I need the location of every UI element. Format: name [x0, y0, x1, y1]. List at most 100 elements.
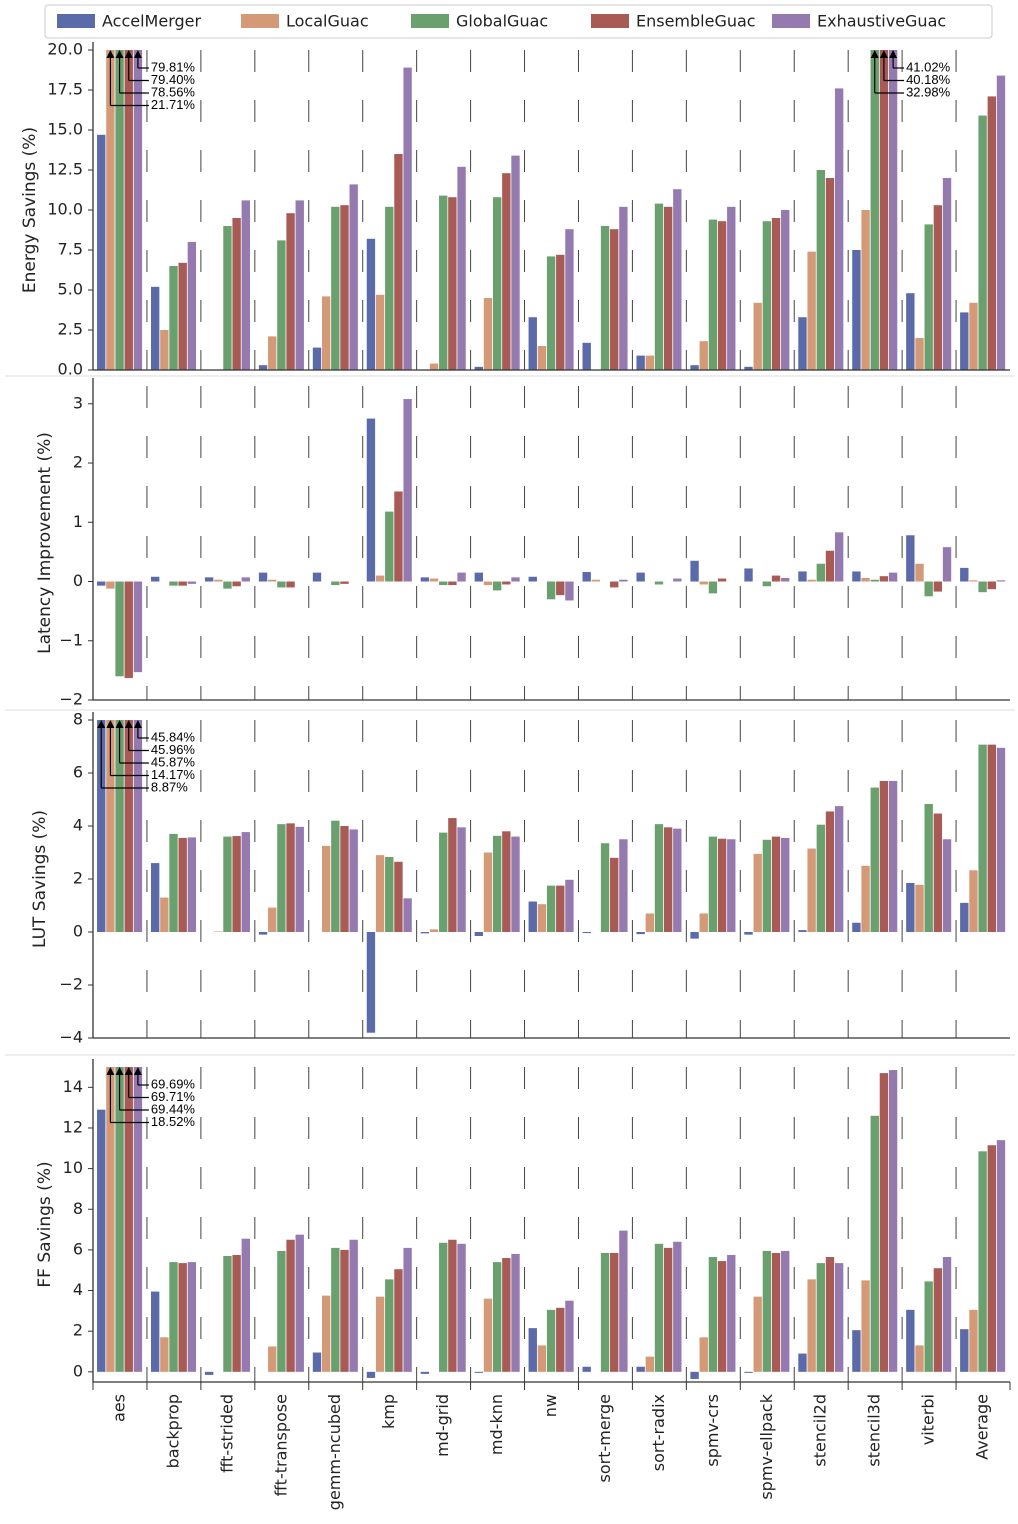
y-axis-label: FF Savings (%) — [35, 1161, 55, 1287]
bar — [349, 829, 358, 932]
bar — [996, 580, 1006, 582]
bar — [385, 511, 394, 582]
bar — [960, 902, 969, 932]
bar — [565, 581, 574, 601]
bar — [439, 1242, 448, 1372]
bar — [340, 581, 349, 584]
y-tick-label: 15.0 — [47, 120, 83, 139]
bar — [394, 154, 403, 370]
bar — [645, 1356, 654, 1372]
bar — [565, 879, 574, 932]
bar — [366, 238, 376, 370]
bar — [762, 839, 772, 932]
bar — [978, 115, 987, 370]
y-tick-label: −1 — [59, 630, 83, 649]
bar — [654, 203, 664, 370]
bar — [277, 240, 286, 370]
bar — [978, 1151, 987, 1372]
bar — [924, 804, 933, 932]
annotation-label: 40.18% — [906, 72, 951, 87]
bar — [619, 1230, 628, 1372]
x-tick-label: spmv-ellpack — [757, 1393, 776, 1499]
bar — [708, 1257, 718, 1372]
x-tick-label: fft-transpose — [271, 1394, 290, 1496]
bar — [448, 1239, 457, 1372]
bar — [582, 932, 591, 934]
annotation-label: 45.87% — [151, 754, 196, 769]
bar — [429, 929, 439, 932]
bar — [295, 1234, 304, 1372]
bar — [160, 1337, 169, 1372]
bar — [987, 96, 996, 370]
bar — [933, 813, 943, 932]
bar — [879, 780, 889, 932]
bar — [645, 913, 654, 932]
bar — [169, 581, 178, 586]
legend-swatch — [772, 14, 810, 28]
bar — [727, 839, 736, 932]
bar — [663, 827, 673, 932]
y-tick-label: 5.0 — [58, 280, 83, 299]
bar — [420, 577, 430, 582]
bar — [394, 491, 403, 582]
bar — [699, 1337, 708, 1372]
bar — [798, 930, 807, 932]
bar — [321, 1295, 331, 1372]
y-axis-label: Latency Improvement (%) — [35, 432, 55, 654]
bar — [781, 577, 790, 582]
bar — [483, 581, 493, 586]
bar — [502, 831, 511, 932]
bar — [816, 824, 825, 932]
bar — [771, 836, 781, 932]
bar — [807, 251, 816, 370]
bar — [978, 744, 987, 932]
bar — [511, 577, 520, 582]
bar — [312, 347, 322, 370]
bar — [915, 563, 924, 582]
bar — [699, 913, 708, 932]
bar — [457, 572, 466, 582]
bar — [717, 578, 727, 582]
x-tick-label: nw — [541, 1394, 560, 1417]
bar — [781, 210, 790, 370]
bar — [385, 857, 394, 932]
bar — [150, 1291, 160, 1372]
bar — [987, 744, 996, 932]
y-tick-label: −2 — [59, 975, 83, 994]
bar — [124, 720, 133, 932]
bar — [474, 1371, 484, 1373]
y-tick-label: 2 — [73, 1321, 83, 1340]
bar — [924, 1281, 933, 1372]
bar — [852, 250, 861, 370]
bar — [268, 336, 277, 370]
y-tick-label: 7.5 — [58, 240, 83, 259]
bar — [565, 1300, 574, 1372]
bar — [223, 836, 232, 932]
annotation-label: 21.71% — [151, 97, 196, 112]
bar — [439, 195, 448, 370]
bar — [546, 256, 556, 370]
bar — [537, 904, 547, 932]
bar — [106, 50, 115, 370]
bar — [403, 1247, 412, 1372]
bar — [870, 787, 879, 932]
bar — [825, 1257, 835, 1372]
bar — [106, 720, 115, 932]
bar — [429, 363, 439, 370]
bar — [331, 820, 340, 932]
bar — [969, 870, 978, 932]
bar — [610, 229, 619, 370]
bar — [744, 1371, 753, 1373]
bar — [528, 1328, 537, 1372]
bar — [241, 1238, 250, 1372]
bar — [502, 1258, 511, 1372]
bar — [241, 577, 250, 582]
x-tick-label: fft-strided — [217, 1394, 236, 1473]
y-tick-label: 14 — [63, 1077, 83, 1096]
x-tick-label: md-grid — [433, 1394, 452, 1457]
bar — [906, 882, 915, 932]
bar — [403, 399, 412, 582]
annotation-label: 69.44% — [151, 1101, 196, 1116]
annotation-label: 41.02% — [906, 59, 951, 74]
bar — [150, 286, 160, 370]
